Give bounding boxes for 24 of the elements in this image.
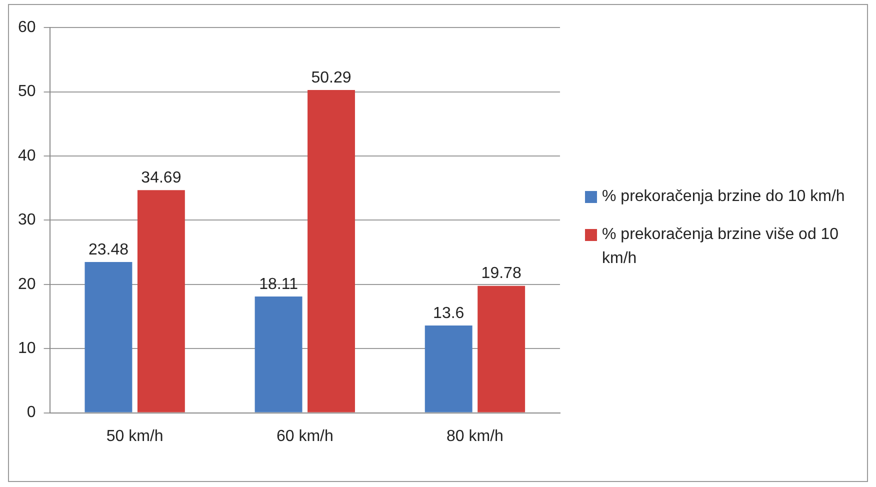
data-label: 18.11 [259, 276, 298, 293]
bar [84, 262, 132, 412]
x-tick-label: 80 km/h [446, 428, 504, 445]
y-tick-label: 10 [18, 340, 36, 358]
bar [308, 90, 355, 412]
bar [424, 325, 472, 412]
x-tick-label: 50 km/h [106, 428, 164, 445]
y-tick-label: 0 [26, 404, 36, 422]
bar [254, 296, 302, 412]
y-tick-label: 20 [18, 276, 36, 293]
x-tick-label: 60 km/h [276, 428, 334, 445]
data-label: 23.48 [88, 241, 129, 258]
data-label: 13.6 [433, 304, 464, 322]
data-label: 19.78 [481, 265, 522, 282]
bar [478, 286, 526, 412]
legend-label: % prekoračenja brzine više od 10 km/h [602, 225, 840, 269]
bar [137, 190, 185, 412]
y-tick-label: 60 [18, 19, 36, 36]
y-tick-label: 50 [18, 83, 36, 100]
y-tick-label: 30 [18, 212, 36, 229]
legend-label: % prekoračenja brzine do 10 km/h [602, 187, 845, 207]
y-tick-label: 40 [18, 147, 36, 164]
data-label: 50.29 [311, 69, 352, 86]
data-label: 34.69 [141, 169, 182, 186]
